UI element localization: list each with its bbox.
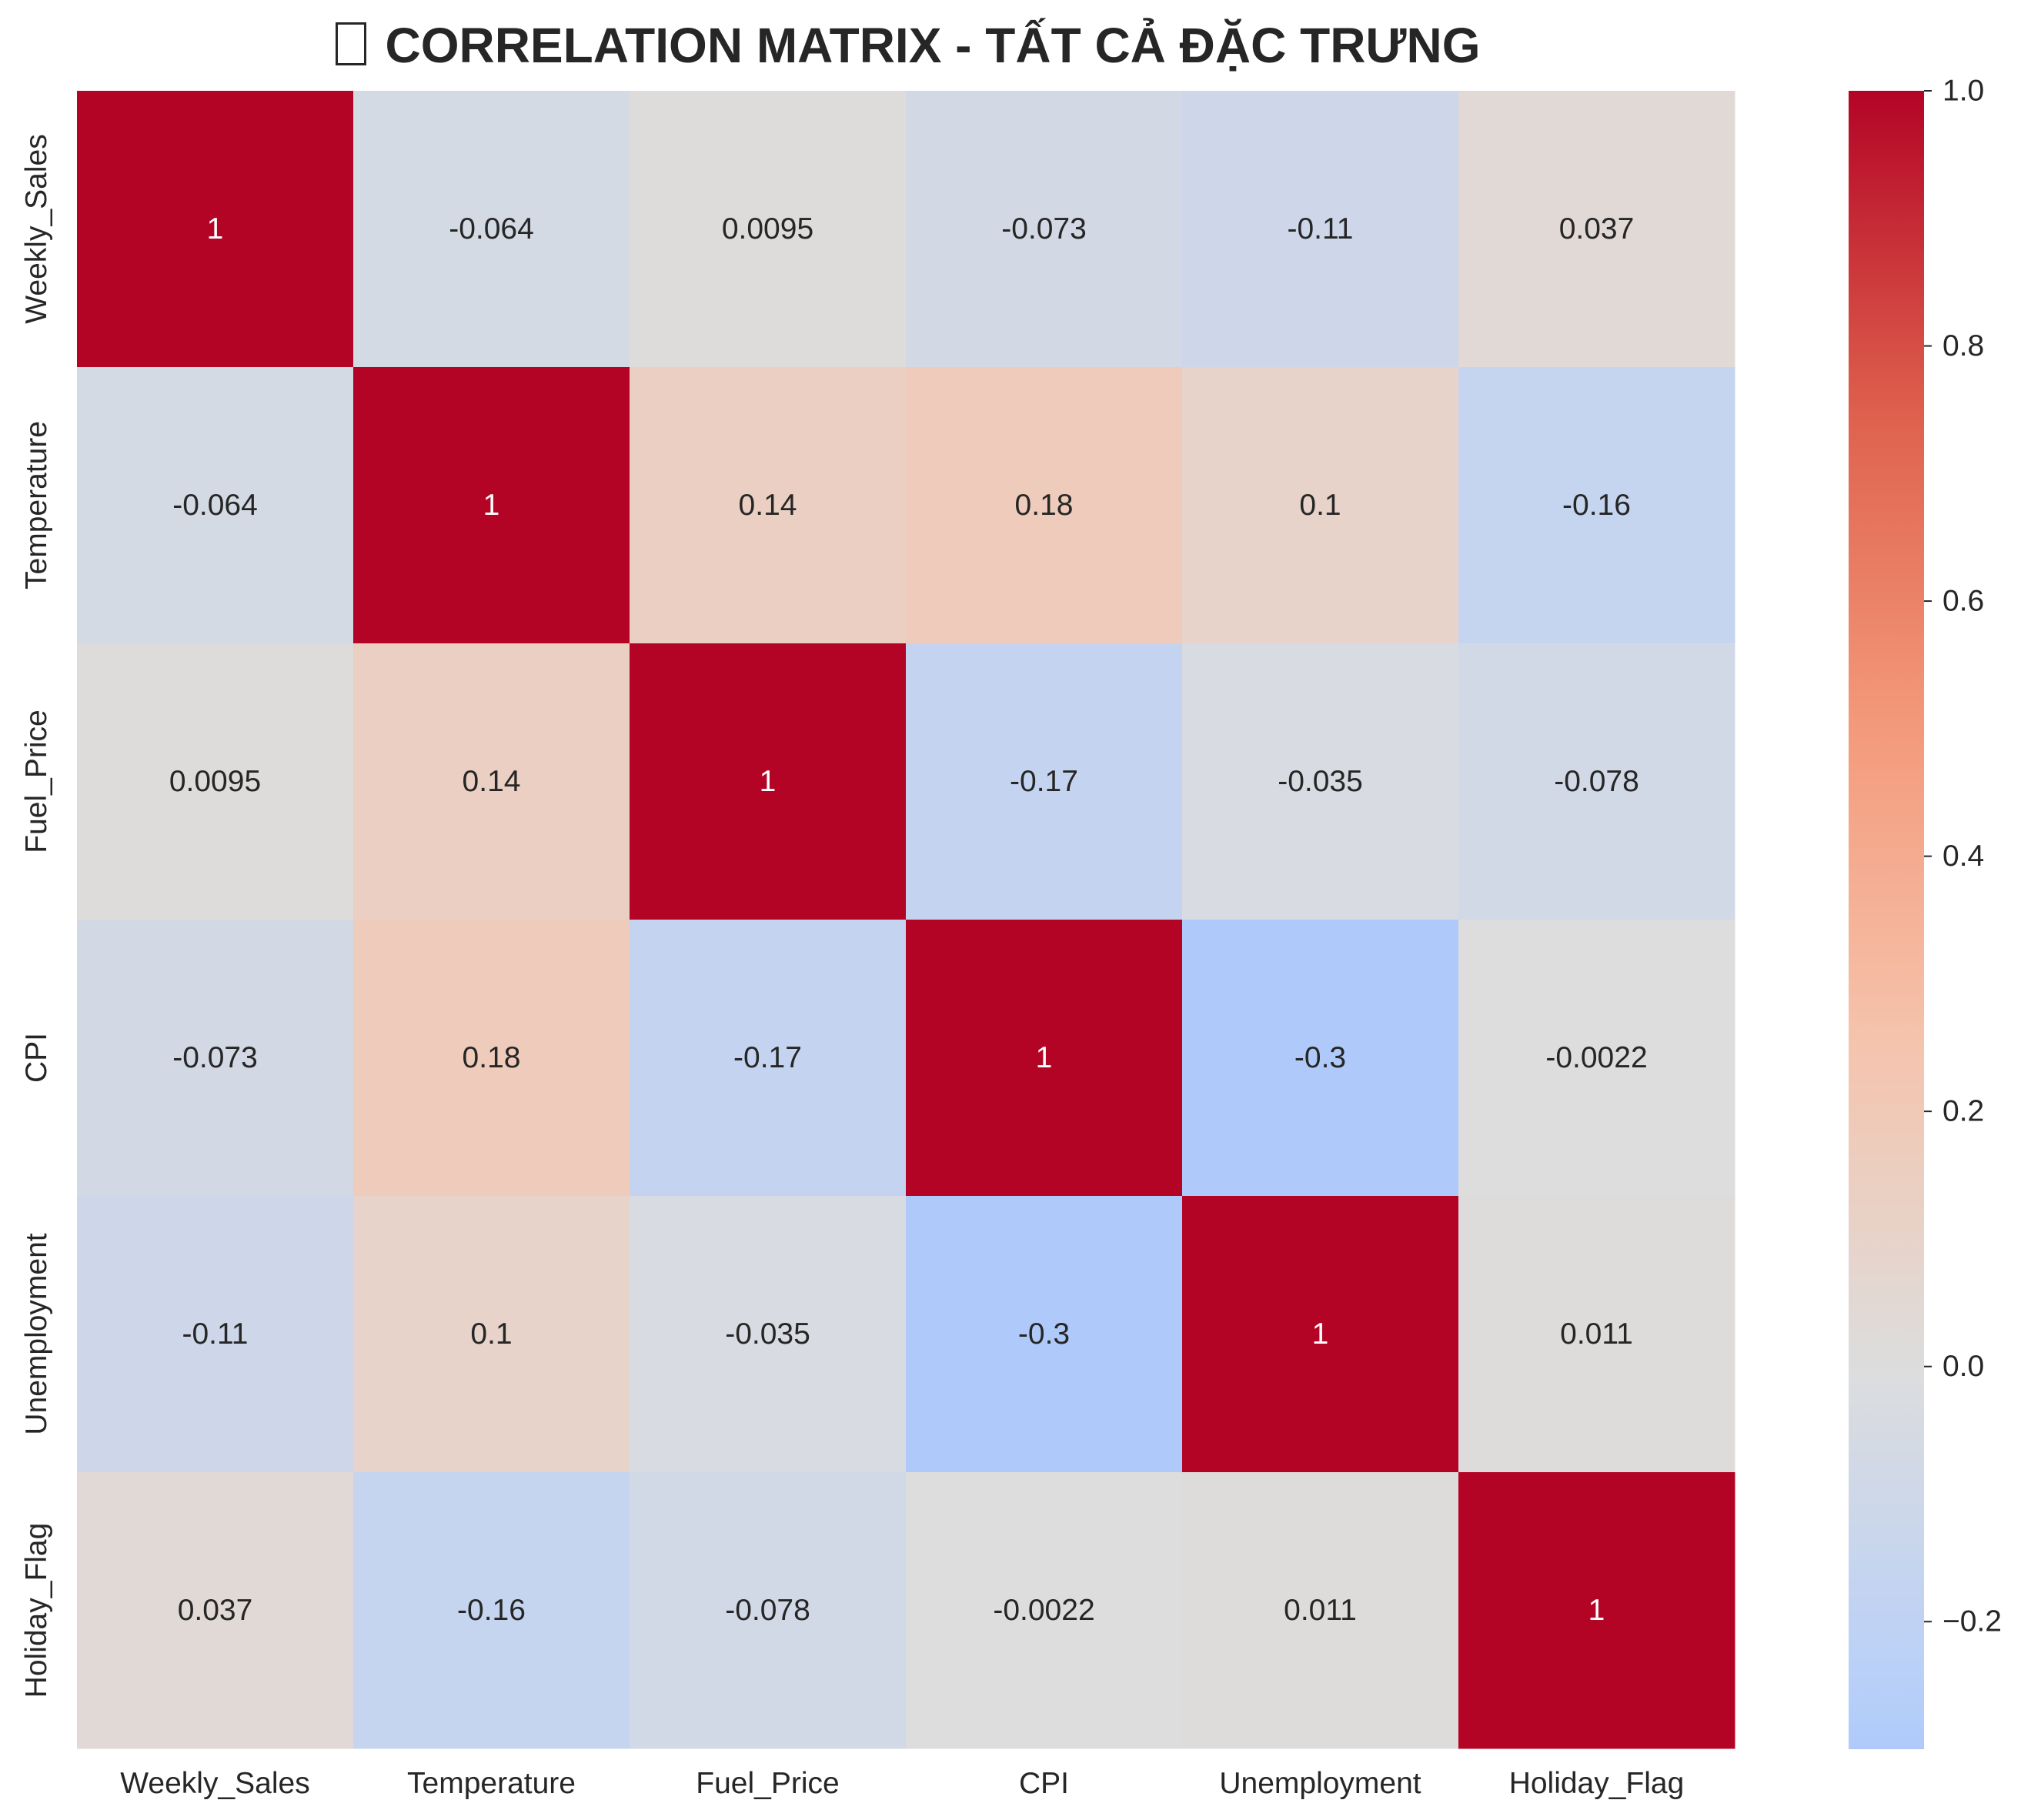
heatmap-cell	[906, 1472, 1183, 1749]
colorbar-tick-label: −0.2	[1942, 1605, 2002, 1638]
cell-annotation: 1	[1588, 1594, 1605, 1627]
cell-annotation: 0.011	[1284, 1594, 1357, 1627]
heatmap-cell	[77, 91, 354, 368]
cell-annotation: -0.17	[733, 1041, 802, 1074]
heatmap-cell	[906, 920, 1183, 1197]
cell-annotation: -0.035	[725, 1317, 810, 1351]
heatmap-cell	[630, 367, 907, 644]
heatmap-cell	[1458, 920, 1735, 1197]
cell-annotation: -0.078	[725, 1594, 810, 1627]
heatmap-cell	[630, 91, 907, 368]
heatmap-cell	[353, 367, 630, 644]
cell-annotation: -0.11	[182, 1317, 249, 1351]
cell-annotation: 0.0095	[169, 765, 261, 798]
x-tick-label: Holiday_Flag	[1509, 1767, 1685, 1800]
colorbar-tick-label: 0.8	[1942, 329, 1984, 362]
heatmap-cell	[1458, 91, 1735, 368]
heatmap-cell	[353, 1472, 630, 1749]
x-tick-label: Unemployment	[1219, 1767, 1421, 1800]
heatmap-cell	[353, 920, 630, 1197]
cell-annotation: -0.16	[1562, 489, 1631, 522]
heatmap-cell	[906, 91, 1183, 368]
heatmap-cell	[1182, 91, 1459, 368]
cell-annotation: 0.1	[1299, 489, 1341, 522]
chart-title-text: CORRELATION MATRIX - TẤT CẢ ĐẶC TRƯNG	[385, 18, 1481, 73]
cell-annotation: -0.0022	[1545, 1041, 1647, 1074]
cell-annotation: 0.0095	[722, 212, 813, 245]
heatmap-cell	[1458, 367, 1735, 644]
heatmap-cell	[1458, 643, 1735, 920]
heatmap-cell	[1182, 367, 1459, 644]
cell-annotation: 1	[483, 489, 500, 522]
cell-annotation: 0.18	[463, 1041, 521, 1074]
cell-annotation: -0.16	[457, 1594, 526, 1627]
y-tick-label: Weekly_Sales	[20, 134, 53, 323]
cell-annotation: -0.17	[1010, 765, 1078, 798]
colorbar-tick-label: 1.0	[1942, 75, 1984, 108]
y-tick-label: Holiday_Flag	[20, 1523, 53, 1698]
cell-annotation: 0.18	[1015, 489, 1074, 522]
cell-annotation: -0.11	[1288, 212, 1354, 245]
heatmap-cell	[906, 643, 1183, 920]
cell-annotation: 0.037	[178, 1594, 253, 1627]
heatmap-cell	[77, 1196, 354, 1473]
heatmap-cell	[906, 1196, 1183, 1473]
cell-annotation: 1	[207, 212, 224, 245]
cell-annotation: -0.078	[1554, 765, 1639, 798]
cell-annotation: 1	[760, 765, 777, 798]
cell-annotation: -0.073	[172, 1041, 258, 1074]
heatmap-cell	[77, 643, 354, 920]
colorbar-tick-label: 0.0	[1942, 1350, 1984, 1383]
heatmap-cell	[1458, 1196, 1735, 1473]
heatmap-cell	[1458, 1472, 1735, 1749]
cell-annotation: 0.1	[470, 1317, 512, 1351]
missing-glyph-icon	[336, 22, 367, 65]
colorbar	[1849, 91, 1924, 1749]
cell-annotation: -0.064	[449, 212, 534, 245]
cell-annotation: -0.3	[1018, 1317, 1070, 1351]
x-tick-label: Temperature	[407, 1767, 576, 1800]
cell-annotation: 0.011	[1560, 1317, 1633, 1351]
chart-title: CORRELATION MATRIX - TẤT CẢ ĐẶC TRƯNG	[0, 17, 1816, 74]
heatmap-cell	[1182, 1196, 1459, 1473]
heatmap-cell	[353, 643, 630, 920]
cell-annotation: 1	[1312, 1317, 1329, 1351]
cell-annotation: -0.0022	[993, 1594, 1094, 1627]
cell-annotation: 0.037	[1559, 212, 1635, 245]
cell-annotation: 1	[1036, 1041, 1053, 1074]
heatmap-cell	[1182, 1472, 1459, 1749]
heatmap-cell	[630, 1196, 907, 1473]
heatmap-cell	[630, 643, 907, 920]
heatmap-cell	[77, 1472, 354, 1749]
y-tick-label: Fuel_Price	[20, 710, 53, 853]
heatmap-cell	[906, 367, 1183, 644]
x-tick-label: Fuel_Price	[696, 1767, 839, 1800]
cell-annotation: -0.073	[1001, 212, 1087, 245]
heatmap-cell	[630, 1472, 907, 1749]
heatmap-cell	[77, 367, 354, 644]
cell-annotation: -0.035	[1278, 765, 1363, 798]
x-tick-label: Weekly_Sales	[120, 1767, 309, 1800]
heatmap-cell	[353, 1196, 630, 1473]
heatmap-cell	[1182, 920, 1459, 1197]
cell-annotation: 0.14	[739, 489, 797, 522]
heatmap-cell	[1182, 643, 1459, 920]
colorbar-tick-label: 0.4	[1942, 840, 1984, 873]
x-tick-label: CPI	[1019, 1767, 1069, 1800]
heatmap-cell	[77, 920, 354, 1197]
cell-annotation: -0.3	[1294, 1041, 1346, 1074]
heatmap-cell	[353, 91, 630, 368]
y-tick-label: Temperature	[20, 421, 53, 589]
heatmap-cell	[630, 920, 907, 1197]
y-tick-label: CPI	[20, 1033, 53, 1083]
y-tick-label: Unemployment	[20, 1233, 53, 1434]
colorbar-tick-label: 0.2	[1942, 1095, 1984, 1128]
colorbar-tick-label: 0.6	[1942, 585, 1984, 618]
cell-annotation: 0.14	[463, 765, 521, 798]
cell-annotation: -0.064	[172, 489, 258, 522]
